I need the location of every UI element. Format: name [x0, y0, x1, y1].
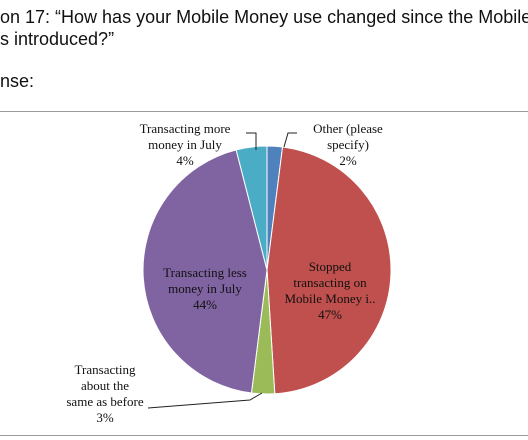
slice-label-line: specify): [327, 137, 369, 152]
slice-label-3: Transacting less money in July 44%: [163, 265, 247, 312]
slice-label-line: money in July: [148, 137, 222, 152]
slice-label-line: 47%: [318, 307, 342, 322]
chart-frame: [0, 111, 528, 436]
response-label: nse:: [0, 71, 35, 91]
question-title: on 17: “How has your Mobile Money use ch…: [0, 6, 528, 50]
question-line-2: s introduced?”: [0, 29, 115, 49]
leader-line-4: [246, 132, 257, 150]
slice-label-line: Transacting less: [163, 265, 247, 280]
slice-label-line: Transacting: [75, 362, 136, 377]
slice-label-line: Transacting more: [140, 121, 231, 136]
slice-label-4: Transacting more money in July 4%: [140, 121, 231, 168]
slice-label-0: Other (please specify) 2%: [313, 121, 383, 168]
slice-label-line: money in July: [168, 281, 242, 296]
question-line-1: on 17: “How has your Mobile Money use ch…: [0, 7, 528, 27]
pie-slice-1: [266, 146, 392, 395]
slice-label-line: 3%: [96, 410, 114, 425]
pie-slice-4: [235, 145, 268, 271]
slice-label-line: Stopped: [309, 259, 352, 274]
slice-label-line: 2%: [339, 153, 357, 168]
slice-label-1: Stopped transacting on Mobile Money i.. 47%: [285, 259, 376, 322]
slice-label-line: Mobile Money i..: [285, 291, 376, 306]
slice-label-line: transacting on: [293, 275, 367, 290]
slice-label-line: same as before: [66, 394, 143, 409]
slice-label-2: Transacting about the same as before 3%: [66, 362, 143, 425]
pie-slice-3: [142, 149, 268, 394]
leader-line-0: [283, 132, 297, 148]
slice-label-line: Other (please: [313, 121, 383, 136]
slice-label-line: 4%: [176, 153, 194, 168]
slice-label-line: about the: [81, 378, 129, 393]
slice-label-line: 44%: [193, 297, 217, 312]
leader-line-2: [147, 392, 263, 409]
